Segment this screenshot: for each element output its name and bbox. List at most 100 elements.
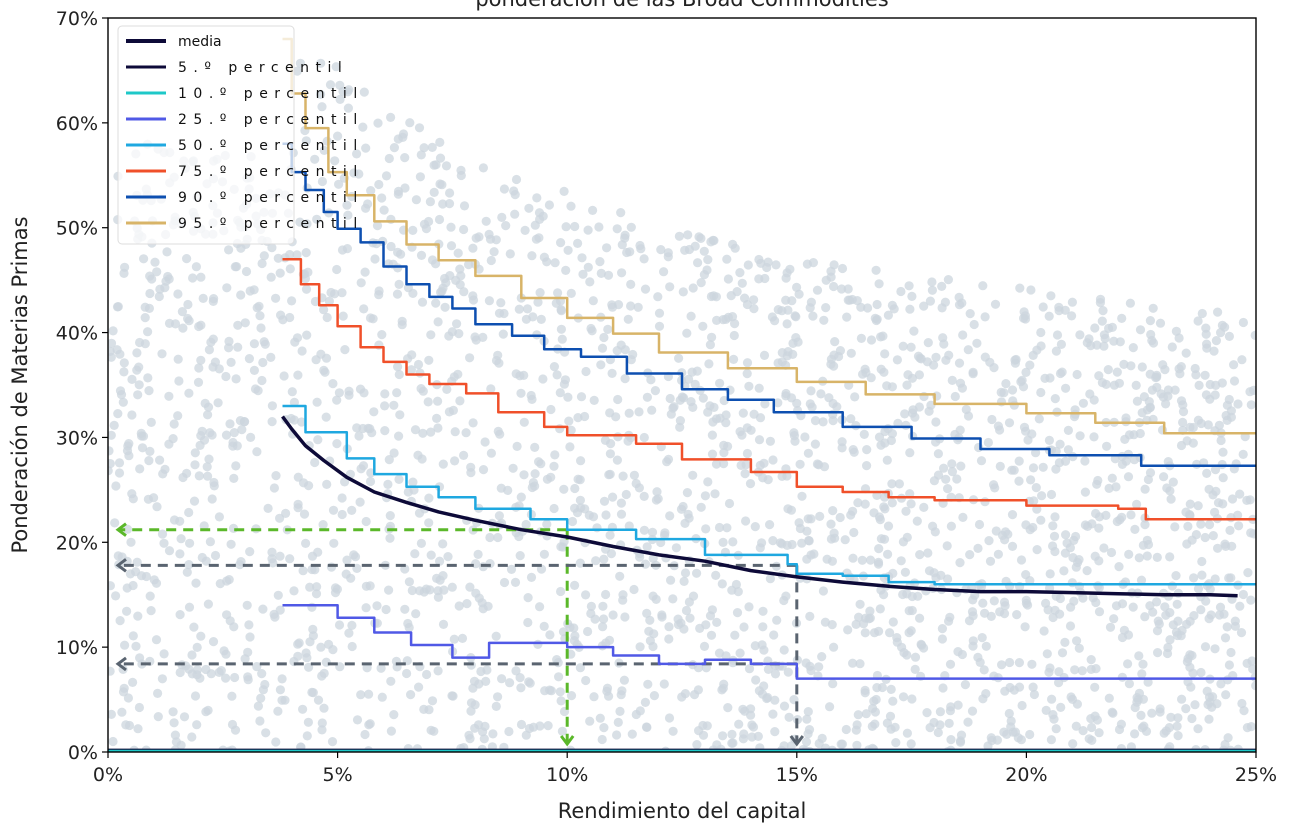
scatter-point (1233, 510, 1243, 520)
scatter-point (267, 547, 277, 557)
scatter-point (1137, 669, 1147, 679)
scatter-point (586, 601, 597, 612)
scatter-point (157, 349, 167, 359)
scatter-point (603, 324, 613, 334)
legend-label: 90.º percentil (178, 190, 364, 206)
scatter-point (322, 312, 332, 323)
scatter-point (1183, 521, 1193, 532)
scatter-point (782, 351, 792, 361)
scatter-point (1114, 562, 1124, 572)
scatter-point (317, 102, 327, 112)
scatter-point (870, 313, 880, 323)
scatter-point (1036, 327, 1046, 338)
scatter-point (696, 233, 706, 243)
scatter-point (682, 328, 692, 338)
scatter-point (991, 526, 1001, 536)
legend-label: 75.º percentil (178, 164, 364, 180)
scatter-point (321, 412, 331, 422)
scatter-point (856, 333, 867, 343)
scatter-point (1229, 360, 1239, 370)
scatter-point (612, 224, 622, 234)
scatter-point (209, 294, 219, 304)
scatter-point (144, 456, 154, 466)
scatter-point (461, 428, 471, 438)
scatter-point (327, 737, 338, 747)
scatter-point (337, 288, 347, 298)
scatter-point (852, 296, 862, 306)
legend-label: 95.º percentil (178, 216, 364, 232)
scatter-point (980, 312, 990, 322)
scatter-point (376, 663, 386, 673)
scatter-point (344, 628, 354, 638)
scatter-point (728, 738, 738, 748)
scatter-point (1194, 380, 1204, 390)
scatter-point (888, 696, 898, 706)
scatter-point (555, 388, 565, 398)
scatter-point (588, 205, 598, 215)
scatter-point (681, 605, 692, 616)
scatter-point (665, 282, 675, 292)
scatter-point (184, 388, 194, 398)
scatter-point (546, 686, 557, 696)
scatter-point (977, 633, 987, 643)
scatter-point (1159, 728, 1169, 738)
scatter-point (1238, 589, 1248, 600)
scatter-point (539, 621, 549, 632)
scatter-point (828, 506, 838, 516)
scatter-point (151, 635, 162, 645)
scatter-point (438, 459, 448, 469)
scatter-point (556, 238, 566, 248)
scatter-point (1246, 400, 1256, 410)
scatter-point (1196, 667, 1206, 678)
scatter-point (354, 431, 364, 441)
scatter-point (122, 524, 133, 534)
scatter-point (773, 398, 783, 408)
scatter-point (1153, 648, 1163, 658)
scatter-point (723, 312, 734, 322)
scatter-point (438, 539, 448, 549)
scatter-point (848, 658, 858, 668)
scatter-point (470, 723, 480, 733)
series-line-6 (282, 142, 1256, 467)
scatter-point (1123, 472, 1134, 482)
scatter-point (542, 474, 553, 484)
scatter-point (426, 427, 436, 437)
scatter-point (322, 479, 332, 489)
scatter-point (589, 692, 599, 702)
scatter-point (175, 549, 185, 559)
scatter-point (660, 528, 670, 538)
series-line-0 (281, 415, 1238, 598)
scatter-point (1032, 545, 1042, 555)
scatter-point (1200, 370, 1210, 380)
scatter-point (452, 319, 462, 329)
scatter-point (122, 606, 132, 616)
scatter-point (485, 532, 495, 543)
scatter-point (175, 610, 185, 620)
scatter-point (516, 388, 526, 398)
scatter-point (770, 695, 780, 705)
scatter-point (1170, 385, 1180, 395)
scatter-point (372, 601, 382, 611)
scatter-point (741, 516, 751, 526)
scatter-point (279, 371, 289, 381)
scatter-point (403, 487, 413, 497)
scatter-point (654, 321, 665, 331)
scatter-point (416, 150, 426, 160)
scatter-point (175, 667, 185, 678)
scatter-point (190, 460, 200, 470)
scatter-point (636, 244, 646, 254)
scatter-point (1236, 628, 1247, 638)
scatter-point (1145, 468, 1156, 478)
scatter-point (570, 631, 580, 641)
scatter-point (863, 303, 873, 313)
scatter-point (257, 258, 267, 269)
scatter-point (1074, 555, 1084, 565)
scatter-point (722, 523, 732, 533)
scatter-point (675, 422, 685, 432)
scatter-point (629, 470, 640, 480)
scatter-point (1246, 595, 1256, 605)
scatter-point (684, 513, 694, 523)
scatter-point (493, 692, 503, 702)
scatter-point (581, 675, 591, 686)
scatter-point (324, 296, 334, 306)
